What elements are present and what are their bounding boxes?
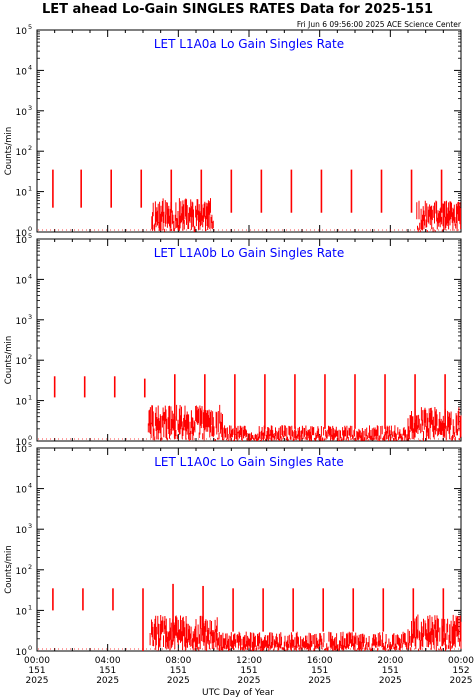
noise-band — [151, 198, 214, 232]
y-tick-label: 10 — [16, 398, 28, 408]
noise-trace — [407, 407, 462, 441]
panel-title: LET L1A0b Lo Gain Singles Rate — [154, 246, 345, 260]
noise-trace — [216, 631, 409, 651]
noise-band — [407, 407, 462, 441]
noise-band — [216, 631, 409, 651]
y-tick-label: 10 — [16, 67, 28, 77]
y-tick-label: 10 — [16, 648, 28, 658]
y-tick-label: 10 — [16, 526, 28, 536]
noise-band — [222, 425, 409, 441]
noise-trace — [222, 425, 409, 441]
y-tick-exponent: 0 — [28, 644, 32, 652]
x-tick-time: 20:00 — [377, 656, 403, 666]
noise-band — [149, 615, 218, 651]
y-tick-label: 10 — [16, 438, 28, 448]
y-tick-exponent: 4 — [28, 63, 32, 71]
x-tick-year: 2025 — [26, 676, 49, 686]
x-tick-year: 2025 — [379, 676, 402, 686]
y-tick-exponent: 4 — [28, 272, 32, 280]
y-tick-exponent: 1 — [28, 394, 32, 402]
x-tick-year: 2025 — [167, 676, 190, 686]
plot-frame — [36, 447, 462, 652]
plot-frame — [36, 238, 462, 442]
x-tick-time: 00:00 — [448, 656, 474, 666]
x-tick-doy: 151 — [28, 666, 45, 676]
noise-trace — [149, 615, 218, 651]
x-tick-doy: 151 — [311, 666, 328, 676]
x-tick-time: 08:00 — [165, 656, 191, 666]
x-tick-time: 04:00 — [95, 656, 121, 666]
noise-trace — [147, 404, 223, 441]
x-tick-year: 2025 — [308, 676, 331, 686]
y-tick-exponent: 0 — [28, 434, 32, 442]
y-tick-label: 10 — [16, 357, 28, 367]
x-tick-doy: 151 — [382, 666, 399, 676]
y-tick-label: 10 — [16, 189, 28, 199]
y-tick-exponent: 2 — [28, 353, 32, 361]
noise-trace — [416, 200, 462, 232]
y-tick-label: 10 — [16, 27, 28, 37]
y-tick-exponent: 1 — [28, 603, 32, 611]
x-tick-time: 12:00 — [236, 656, 262, 666]
y-tick-label: 10 — [16, 486, 28, 496]
x-tick-year: 2025 — [450, 676, 473, 686]
x-axis-label: UTC Day of Year — [202, 688, 274, 698]
y-tick-exponent: 3 — [28, 313, 32, 321]
noise-trace — [407, 614, 462, 651]
y-tick-exponent: 1 — [28, 185, 32, 193]
y-axis-label: Counts/min — [4, 545, 14, 594]
y-tick-label: 10 — [16, 445, 28, 455]
x-tick-doy: 151 — [240, 666, 257, 676]
y-tick-label: 10 — [16, 607, 28, 617]
y-tick-exponent: 5 — [28, 23, 32, 31]
x-tick-year: 2025 — [96, 676, 119, 686]
panel-title: LET L1A0c Lo Gain Singles Rate — [154, 455, 344, 469]
noise-band — [407, 614, 462, 651]
y-tick-label: 10 — [16, 317, 28, 327]
noise-band — [416, 200, 462, 232]
panel-title: LET L1A0a Lo Gain Singles Rate — [154, 37, 344, 51]
timestamp: Fri Jun 6 09:56:00 2025 ACE Science Cent… — [296, 20, 461, 29]
y-tick-exponent: 4 — [28, 482, 32, 490]
x-tick-doy: 151 — [99, 666, 116, 676]
plot-frame — [36, 29, 462, 233]
y-tick-exponent: 5 — [28, 232, 32, 240]
y-tick-label: 10 — [16, 236, 28, 246]
y-tick-label: 10 — [16, 108, 28, 118]
y-tick-label: 10 — [16, 567, 28, 577]
y-tick-exponent: 5 — [28, 441, 32, 449]
x-tick-time: 00:00 — [24, 656, 50, 666]
y-tick-exponent: 0 — [28, 225, 32, 233]
noise-trace — [151, 198, 214, 232]
x-tick-doy: 151 — [170, 666, 187, 676]
noise-band — [147, 404, 223, 441]
y-tick-exponent: 2 — [28, 144, 32, 152]
y-tick-exponent: 3 — [28, 104, 32, 112]
y-tick-exponent: 3 — [28, 522, 32, 530]
y-axis-label: Counts/min — [4, 127, 14, 176]
y-tick-label: 10 — [16, 229, 28, 239]
x-tick-year: 2025 — [238, 676, 261, 686]
y-tick-exponent: 2 — [28, 563, 32, 571]
y-tick-label: 10 — [16, 276, 28, 286]
x-tick-doy: 152 — [452, 666, 469, 676]
y-tick-label: 10 — [16, 148, 28, 158]
chart-title: LET ahead Lo-Gain SINGLES RATES Data for… — [41, 2, 434, 17]
x-tick-time: 16:00 — [307, 656, 333, 666]
y-axis-label: Counts/min — [4, 336, 14, 385]
